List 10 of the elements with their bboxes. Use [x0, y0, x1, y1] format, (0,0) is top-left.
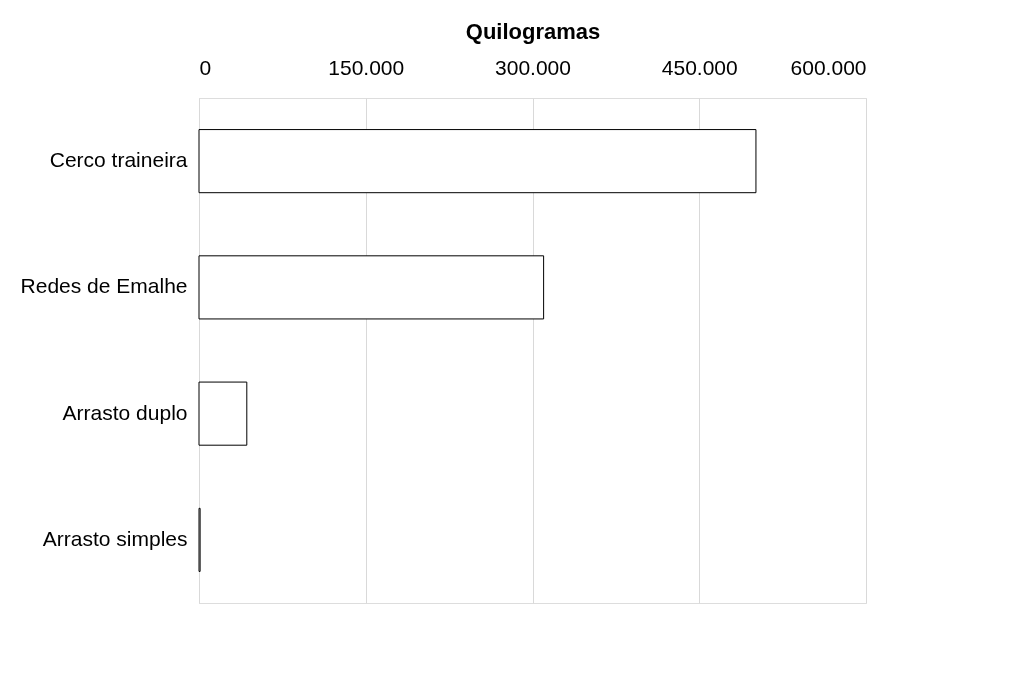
y-tick-label: Arrasto duplo [62, 400, 188, 424]
y-tick-label: Redes de Emalhe [20, 274, 188, 298]
x-tick-label: 300.000 [495, 55, 571, 79]
x-tick-label: 0 [199, 55, 212, 79]
x-tick-label: 150.000 [328, 55, 405, 79]
x-axis-title: Quilogramas [465, 18, 601, 44]
x-tick-label: 600.000 [790, 55, 867, 79]
y-tick-label: Cerco traineira [49, 148, 188, 172]
x-tick-label: 450.000 [661, 55, 738, 79]
y-tick-label: Arrasto simples [42, 526, 188, 550]
